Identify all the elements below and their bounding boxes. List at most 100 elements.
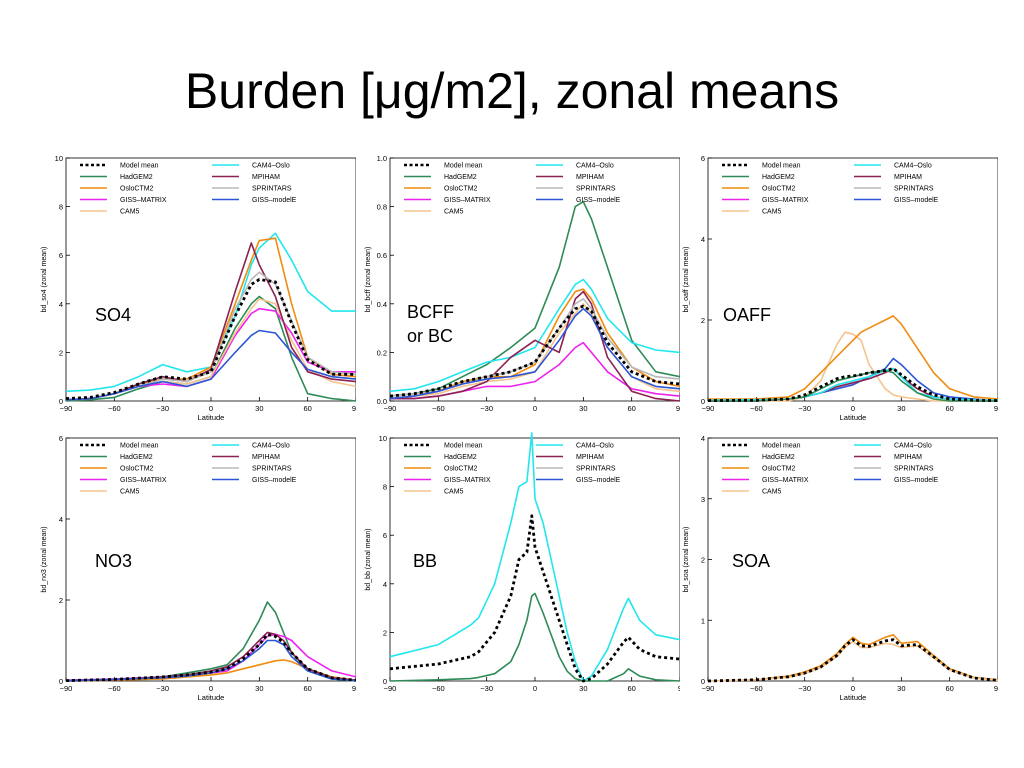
series-line-giss-modele [65,329,356,401]
legend-label: GISS–modelE [252,197,297,204]
x-tick-label: −90 [60,684,73,693]
legend-label: MPIHAM [576,454,604,461]
x-tick-label: 90 [676,404,680,413]
y-tick-label: 1 [701,616,705,625]
legend-label: SPRINTARS [576,466,616,473]
y-axis-label: bd_bcff (zonal mean) [365,247,372,313]
chart-svg: −90 −60 −30 0 30 60 90 0 2 4 6 Latitude bd_oaff (zon… [683,154,998,422]
x-tick-label: −30 [156,684,169,693]
y-tick-label: 0.0 [377,397,387,406]
legend-label: GISS–MATRIX [120,197,167,204]
legend-label: Model mean [444,163,483,170]
y-tick-label: 4 [59,300,63,309]
y-tick-label: 0 [701,397,705,406]
legend-label: GISS–modelE [894,197,939,204]
legend-label: MPIHAM [252,454,280,461]
legend: Model mean HadGEM2 OsloCTM2 GISS–MATRIX CAM5… [722,443,939,496]
panel-label-bb: BB [413,551,438,571]
x-tick-label: −90 [60,404,73,413]
y-tick-label: 0.8 [377,203,387,212]
chart-svg: −90 −60 −30 0 30 60 90 0 1 2 3 4 Latitude bd_soa (zon… [683,434,998,702]
legend-label: GISS–MATRIX [762,197,809,204]
y-tick-label: 0.4 [377,300,387,309]
y-axis-label: bd_soa (zonal mean) [683,527,690,593]
legend-label: GISS–modelE [576,197,621,204]
x-tick-label: 90 [352,684,356,693]
legend-label: OsloCTM2 [762,186,796,193]
series-line-osloctm2 [708,315,998,400]
chart-svg: −90 −60 −30 0 30 60 90 0 2 4 6 Latitude bd_no3 (zona… [41,434,356,702]
series-line-hadgem2 [65,601,356,682]
x-tick-label: 0 [209,404,213,413]
y-tick-label: 4 [701,434,705,443]
y-tick-label: 1.0 [377,154,387,163]
series-line-sprintars [65,271,356,401]
legend-label: SPRINTARS [252,186,292,193]
series-line-osloctm2 [707,634,998,682]
x-axis-label: Latitude [840,693,867,702]
y-tick-label: 2 [701,316,705,325]
y-tick-label: 0 [59,677,63,686]
series-line-model-mean [707,367,998,402]
x-tick-label: 60 [627,684,635,693]
series-line-model-mean [389,304,680,398]
x-tick-label: −90 [702,684,715,693]
chart-panel-oaff: −90 −60 −30 0 30 60 90 0 2 4 6 Latitude bd_oaff (zon… [680,150,998,422]
x-axis-label: Latitude [840,413,867,422]
y-tick-label: 8 [59,203,63,212]
y-tick-label: 2 [59,348,63,357]
y-tick-label: 2 [701,556,705,565]
legend-label: CAM4–Oslo [252,163,290,170]
legend-label: CAM4–Oslo [576,443,614,450]
legend-label: HadGEM2 [120,174,153,181]
series-line-model-mean [389,514,680,683]
y-tick-label: 2 [383,628,387,637]
x-tick-label: 30 [579,404,587,413]
panel-label-soa: SOA [732,551,771,571]
x-tick-label: 90 [994,684,998,693]
series-line-cam4-oslo [389,278,680,393]
x-tick-label: 9 [678,684,680,693]
y-tick-label: 4 [59,515,63,524]
x-tick-label: 60 [303,684,311,693]
x-axis-label: Latitude [198,693,225,702]
legend-label: CAM4–Oslo [894,163,932,170]
x-tick-label: −60 [432,404,445,413]
legend: Model mean HadGEM2 OsloCTM2 GISS–MATRIX CAM5… [404,163,621,216]
legend-label: Model mean [120,163,159,170]
legend-label: CAM4–Oslo [252,443,290,450]
legend-label: CAM5 [120,489,140,496]
panel-label-so4: SO4 [95,305,132,325]
legend-label: SPRINTARS [894,466,934,473]
legend-label: GISS–MATRIX [762,477,809,484]
chart-panel-soa: −90 −60 −30 0 30 60 90 0 1 2 3 4 Latitude bd_soa (zon… [680,430,998,702]
x-tick-label: −60 [108,684,121,693]
x-tick-label: −60 [750,684,763,693]
legend-label: SPRINTARS [576,186,616,193]
legend-label: MPIHAM [894,454,922,461]
chart-panel-bb: −90−60−300306090246810bd_bb (zonal mean)… [362,430,680,702]
legend-label: Model mean [762,443,801,450]
legend-label: MPIHAM [576,174,604,181]
panel-label-no3: NO3 [95,551,133,571]
legend-label: GISS–MATRIX [444,197,491,204]
legend-label: MPIHAM [252,174,280,181]
legend-label: HadGEM2 [120,454,153,461]
legend: Model mean HadGEM2 OsloCTM2 GISS–MATRIX CAM5… [722,163,939,216]
y-tick-label: 6 [383,531,387,540]
y-axis-label: bd_so4 (zonal mean) [41,247,48,313]
chart-svg: −90 −60 −30 0 30 60 90 0.0 0.2 0.4 0.6 0.8 1.0 bd_bcf… [365,154,680,413]
legend-label: OsloCTM2 [444,466,478,473]
x-tick-label: 30 [255,404,263,413]
y-axis-label: bd_no3 (zonal mean) [41,526,48,592]
legend-label: HadGEM2 [444,454,477,461]
panel-label-oaff: OAFF [723,305,771,325]
series-line-giss-modele [389,307,680,400]
legend-label: CAM5 [762,209,782,216]
chart-panel-bcff: −90 −60 −30 0 30 60 90 0.0 0.2 0.4 0.6 0.8 1.0 bd_bcf… [362,150,680,422]
legend-label: Model mean [444,443,483,450]
chart-panel-so4: −90 −60 −30 0 30 60 90 0 2 4 6 8 10 Latitude bd_so4 (z… [38,150,356,422]
legend: Model mean HadGEM2 OsloCTM2 GISS–MATRIX CAM5… [80,443,297,496]
x-tick-label: 30 [579,684,587,693]
legend-label: GISS–modelE [576,477,621,484]
